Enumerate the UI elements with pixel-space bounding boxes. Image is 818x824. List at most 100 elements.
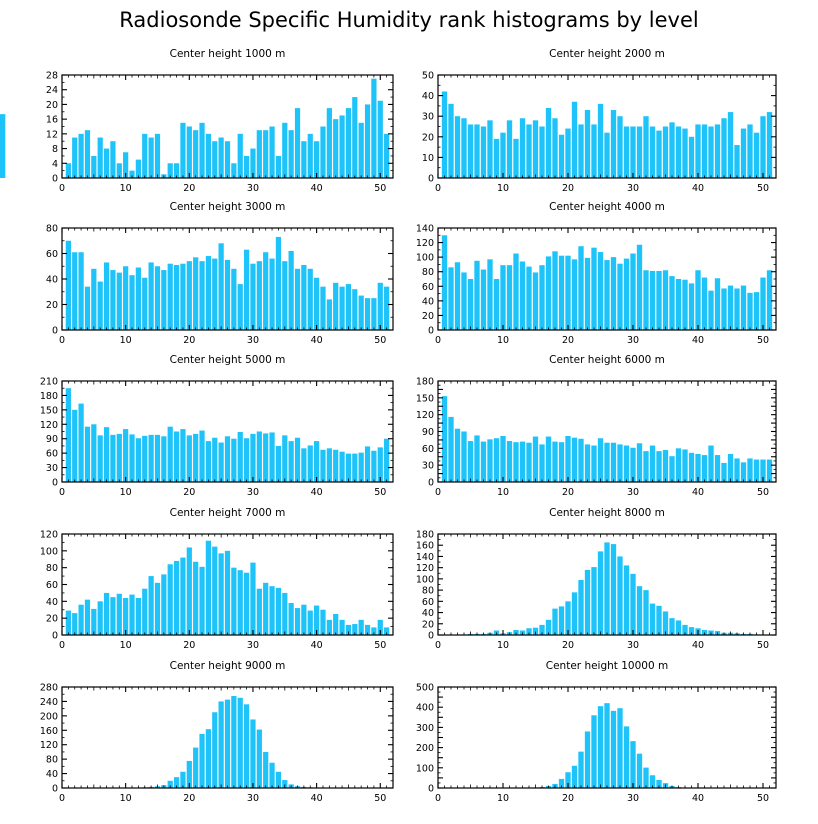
histogram-bar	[766, 459, 773, 482]
histogram-bar	[656, 605, 662, 635]
histogram-bar	[371, 78, 377, 178]
histogram-bar	[747, 124, 753, 178]
histogram-bar	[84, 130, 91, 178]
y-tick-label: 0	[52, 174, 58, 185]
histogram-bar	[384, 438, 390, 482]
histogram-bar	[231, 696, 237, 788]
histogram-bar	[708, 290, 714, 330]
x-tick-label: 10	[497, 183, 509, 194]
histogram-bar	[532, 120, 539, 178]
histogram-bar	[326, 108, 332, 178]
y-tick-label: 120	[416, 563, 434, 574]
histogram-bar	[552, 118, 558, 178]
histogram-bar	[565, 601, 571, 635]
histogram-bar	[721, 118, 727, 178]
histogram-bar	[682, 449, 688, 482]
histogram-bar	[218, 553, 224, 635]
y-tick-label: 100	[416, 253, 434, 264]
histogram-bar	[695, 270, 701, 330]
histogram-bar	[630, 253, 636, 330]
histogram-bar	[142, 588, 148, 635]
histogram-bar	[275, 445, 282, 482]
histogram-bar	[269, 126, 275, 178]
histogram-bar	[487, 439, 493, 482]
x-tick-label: 0	[435, 487, 441, 498]
histogram-bar	[173, 560, 180, 635]
histogram-bar	[193, 130, 199, 178]
histogram-bar	[714, 455, 721, 482]
histogram-bar	[326, 299, 332, 330]
y-tick-label: 16	[46, 115, 58, 126]
y-tick-label: 80	[422, 586, 434, 597]
histogram-bar	[591, 124, 597, 178]
x-tick-label: 50	[374, 487, 386, 498]
histogram-bar	[199, 733, 205, 788]
histogram-bar	[224, 436, 231, 482]
histogram-bar	[448, 103, 454, 178]
histogram-bar	[91, 608, 97, 635]
histogram-bar	[288, 441, 294, 482]
histogram-bar	[591, 715, 597, 788]
x-tick-label: 0	[435, 335, 441, 346]
histogram-bar	[532, 436, 539, 482]
histogram-bar	[333, 119, 339, 178]
histogram-bar	[193, 747, 199, 788]
histogram-bar	[84, 599, 91, 635]
histogram-bar	[116, 272, 122, 331]
histogram-bar	[480, 441, 487, 482]
histogram-bar	[301, 264, 307, 330]
histogram-bar	[552, 441, 558, 482]
histogram-bar	[578, 580, 584, 635]
y-tick-label: 20	[46, 100, 58, 111]
histogram-bar	[623, 258, 630, 330]
histogram-bar	[186, 435, 192, 482]
histogram-bar	[565, 128, 571, 178]
histogram-bar	[558, 778, 565, 788]
histogram-bar	[135, 159, 141, 178]
histogram-bar	[461, 118, 467, 178]
histogram-bar	[604, 260, 610, 330]
histogram-bar	[237, 697, 243, 788]
histogram-bar	[65, 163, 71, 178]
histogram-bar	[333, 282, 339, 330]
histogram-bar	[193, 257, 199, 330]
histogram-bar	[148, 434, 154, 482]
histogram-bar	[623, 445, 630, 482]
histogram-bar	[103, 427, 110, 482]
histogram-bar	[558, 134, 565, 178]
histogram-bar	[519, 118, 526, 178]
histogram-bar	[307, 445, 313, 482]
histogram-bar	[474, 435, 480, 482]
histogram-bar	[377, 282, 383, 330]
histogram-bar	[129, 434, 135, 482]
histogram-bar	[597, 438, 604, 482]
histogram-bar	[148, 137, 154, 178]
histogram-bar	[123, 597, 129, 635]
y-tick-label: 28	[46, 71, 58, 82]
y-tick-label: 20	[422, 311, 434, 322]
histogram-bar	[545, 107, 552, 178]
histogram-bar	[461, 431, 467, 482]
histogram-bar	[294, 437, 301, 482]
histogram-bar	[695, 453, 701, 482]
histogram-bar	[441, 91, 448, 178]
y-tick-label: 0	[52, 326, 58, 337]
histogram-bar	[688, 136, 695, 178]
histogram-bar	[591, 247, 597, 330]
x-tick-label: 10	[120, 487, 132, 498]
histogram-bar	[282, 261, 288, 330]
histogram-bar	[314, 605, 320, 635]
histogram-bar	[597, 252, 604, 330]
histogram-bar	[129, 275, 135, 330]
histogram-bar	[610, 544, 617, 635]
histogram-bar	[377, 619, 383, 635]
histogram-bar	[352, 289, 358, 330]
histogram-bar	[167, 163, 173, 178]
y-tick-label: 100	[40, 546, 58, 557]
y-tick-label: 8	[52, 144, 58, 155]
histogram-bar	[734, 288, 740, 330]
histogram-bar	[218, 137, 224, 178]
histogram-bar	[345, 453, 352, 482]
histogram-bar	[565, 772, 571, 788]
histogram-bar	[205, 729, 212, 788]
